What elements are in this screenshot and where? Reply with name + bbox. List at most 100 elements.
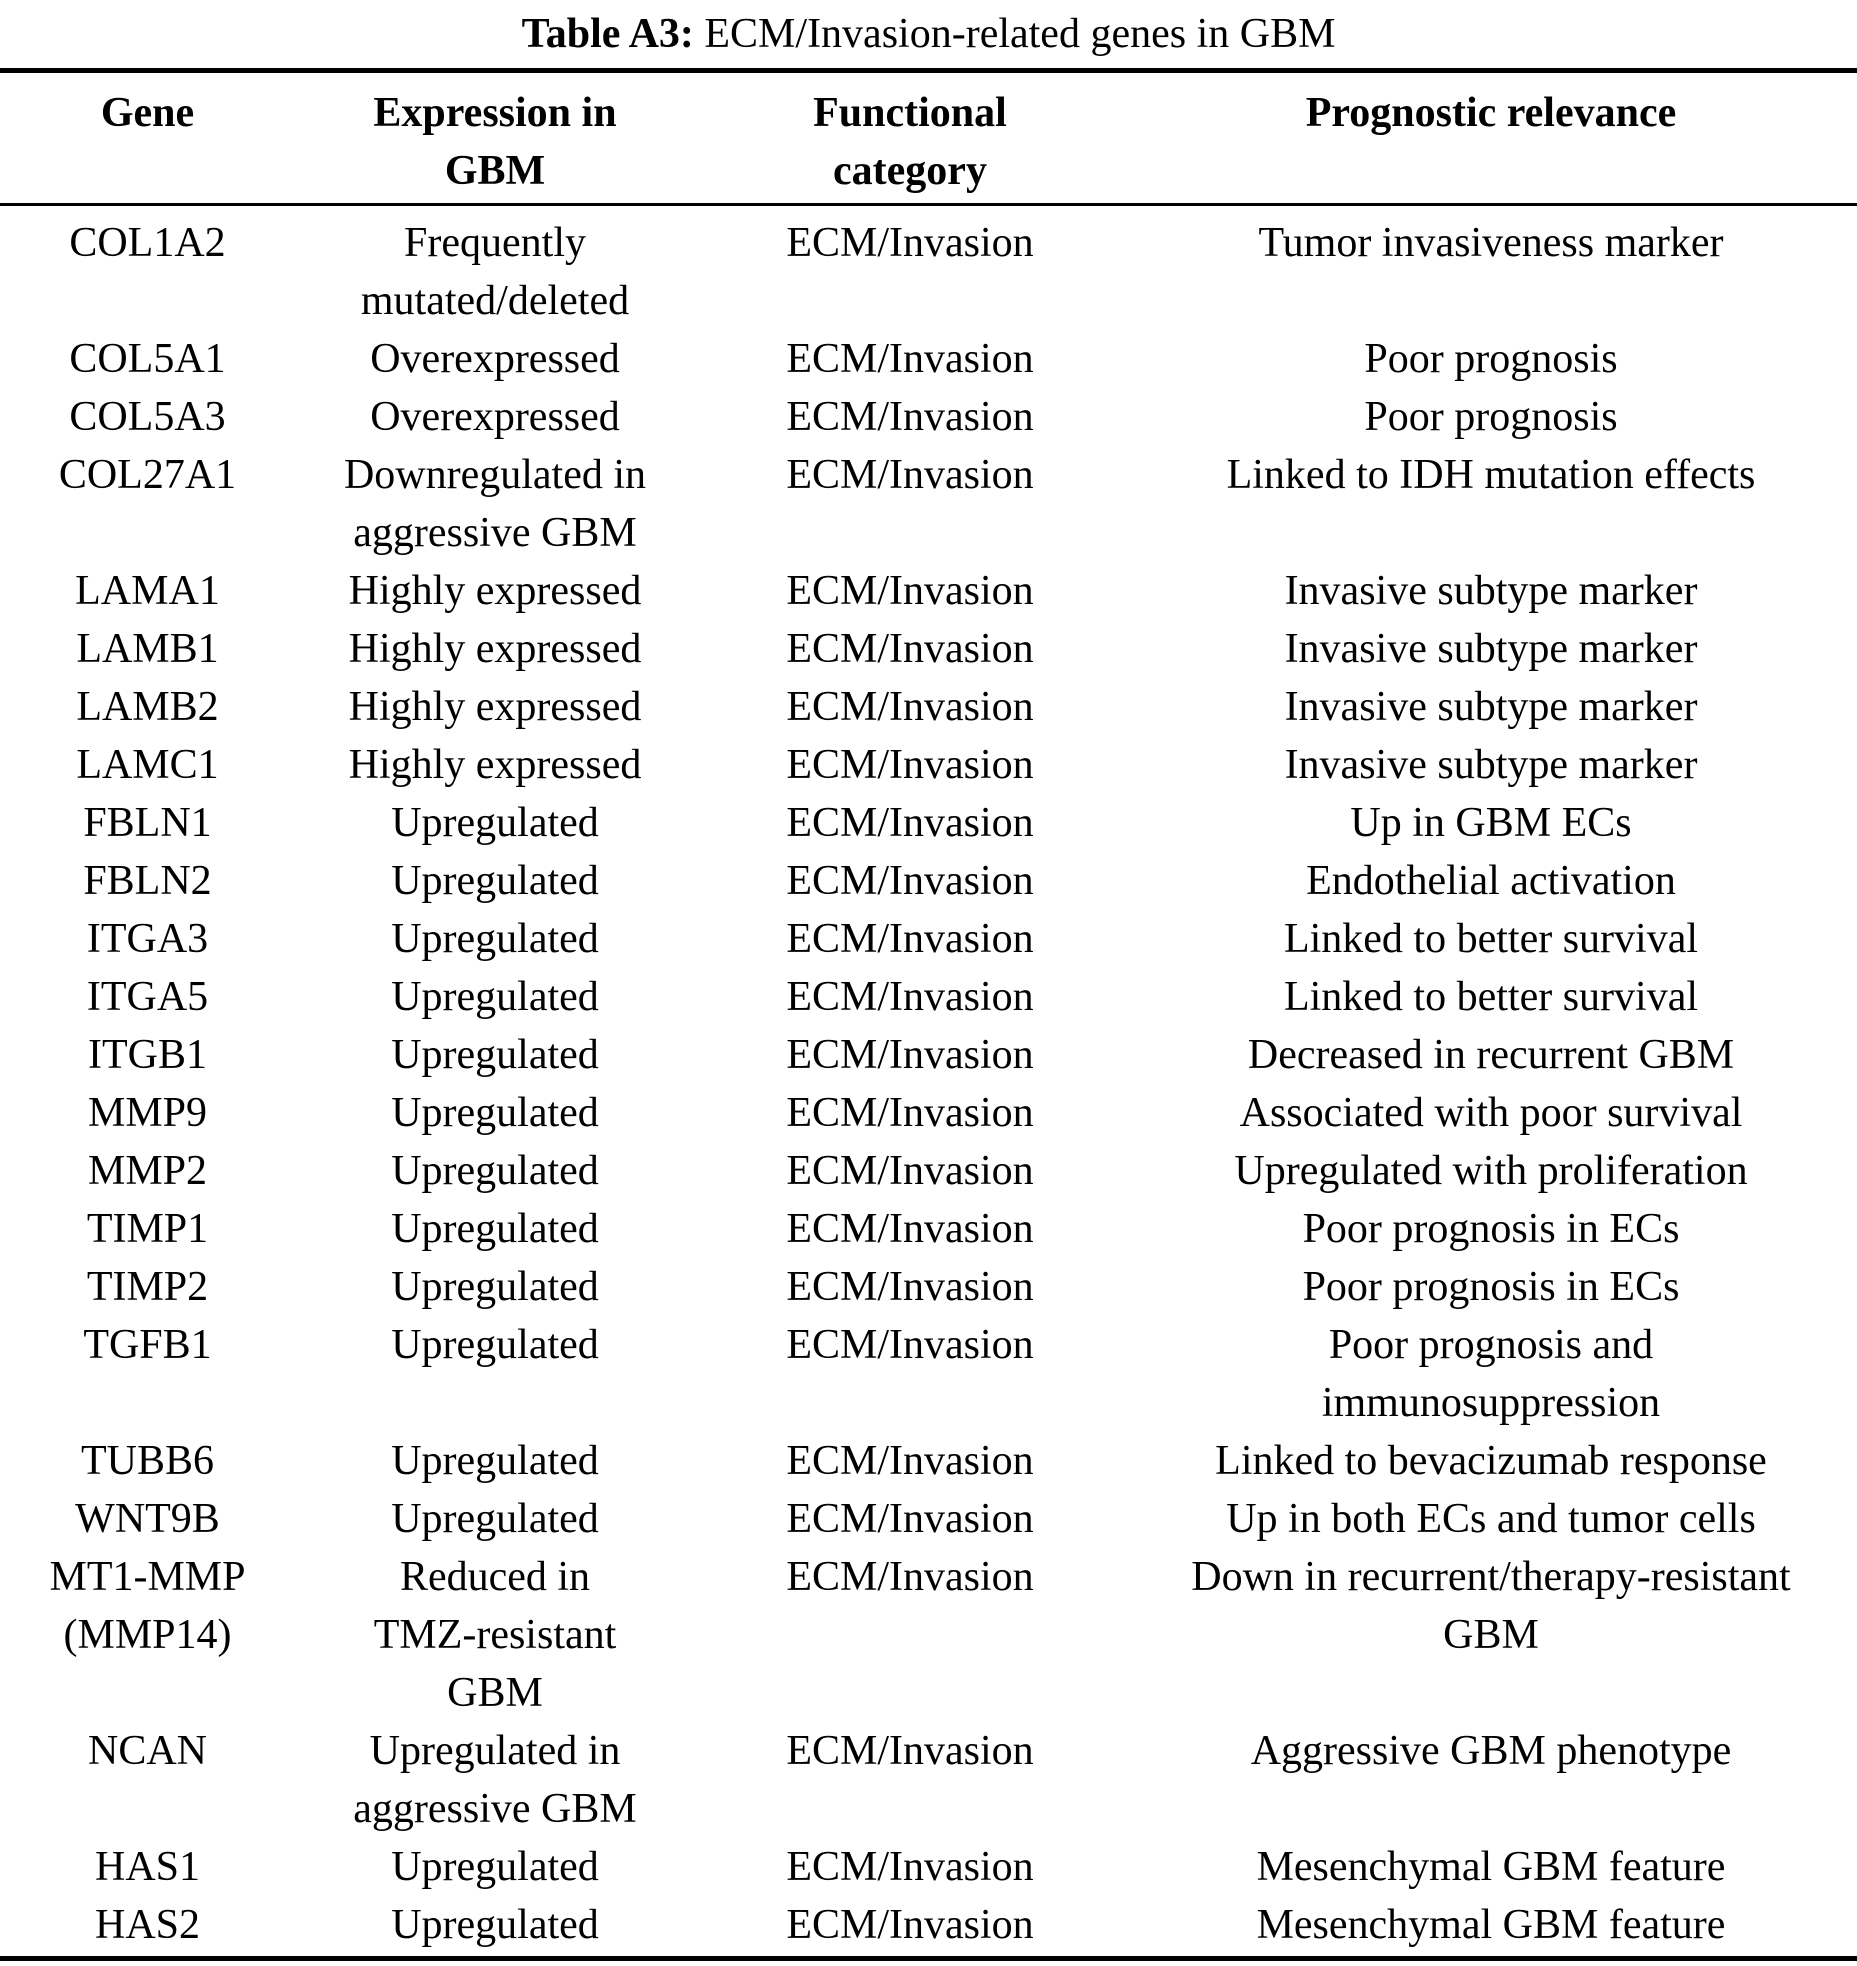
table-row: HAS1 Upregulated ECM/Invasion Mesenchyma… [0,1838,1857,1896]
column-header-functional-category: Functional category [695,68,1125,206]
prognosis-cell: Aggressive GBM phenotype [1250,1728,1732,1774]
gene-cell: NCAN [87,1728,207,1774]
genes-table: Gene Expression in GBM Functional catego… [0,68,1857,1961]
table-caption-label: Table A3: [521,11,694,57]
expression-cell: Upregulated [391,1844,599,1890]
table-row: COL1A2 Frequently mutated/deleted ECM/In… [0,205,1857,331]
prognosis-cell: Upregulated with proliferation [1234,1148,1748,1194]
expression-cell: Overexpressed [370,336,620,382]
category-cell: ECM/Invasion [786,742,1034,788]
expression-cell: Highly expressed [348,684,642,730]
prognosis-cell: Linked to better survival [1283,916,1699,962]
category-cell: ECM/Invasion [786,1264,1034,1310]
category-cell: ECM/Invasion [786,800,1034,846]
prognosis-cell: Linked to bevacizumab response [1215,1438,1767,1484]
header-row: Gene Expression in GBM Functional catego… [0,68,1857,206]
gene-cell: TUBB6 [80,1438,214,1484]
expression-cell: Highly expressed [348,742,642,788]
table-row: COL5A3 Overexpressed ECM/Invasion Poor p… [0,388,1857,446]
category-cell: ECM/Invasion [786,916,1034,962]
expression-cell: Upregulated [295,1896,695,1961]
table-row: LAMA1 Highly expressed ECM/Invasion Inva… [0,562,1857,620]
category-cell: ECM/Invasion [786,1844,1034,1890]
expression-cell: Upregulated [391,1438,599,1484]
prognosis-cell: Up in both ECs and tumor cells [1226,1496,1756,1542]
category-cell: ECM/Invasion [786,626,1034,672]
gene-cell: COL5A3 [69,394,226,440]
category-cell: ECM/Invasion [786,1554,1034,1600]
expression-cell: Upregulated [391,1032,599,1078]
prognosis-cell: Poor prognosis in ECs [1302,1206,1680,1252]
category-cell: ECM/Invasion [786,568,1034,614]
gene-cell: TGFB1 [83,1322,212,1368]
table-row: FBLN2 Upregulated ECM/Invasion Endotheli… [0,852,1857,910]
prognosis-cell: Invasive subtype marker [1284,742,1698,788]
category-cell: ECM/Invasion [786,452,1034,498]
gene-cell: MT1-MMP (MMP14) [49,1554,246,1658]
table-row: COL5A1 Overexpressed ECM/Invasion Poor p… [0,330,1857,388]
prognosis-cell: Poor prognosis and immunosuppression [1321,1322,1661,1426]
table-row: HAS2 Upregulated ECM/Invasion Mesenchyma… [0,1896,1857,1961]
gene-cell: ITGA5 [86,974,209,1020]
expression-cell: Frequently mutated/deleted [360,220,630,324]
gene-cell: TIMP1 [86,1206,209,1252]
table-row: MMP9 Upregulated ECM/Invasion Associated… [0,1084,1857,1142]
table-row: ITGA3 Upregulated ECM/Invasion Linked to… [0,910,1857,968]
gene-cell: FBLN1 [83,800,212,846]
gene-cell: COL1A2 [69,220,226,266]
table-row: ITGB1 Upregulated ECM/Invasion Decreased… [0,1026,1857,1084]
prognosis-cell: Decreased in recurrent GBM [1247,1032,1735,1078]
expression-cell: Upregulated [391,1322,599,1368]
table-row: LAMC1 Highly expressed ECM/Invasion Inva… [0,736,1857,794]
expression-cell: Upregulated in aggressive GBM [353,1728,637,1832]
gene-cell: ITGA3 [86,916,209,962]
category-cell: ECM/Invasion [786,1438,1034,1484]
table-row: TIMP2 Upregulated ECM/Invasion Poor prog… [0,1258,1857,1316]
table-row: LAMB1 Highly expressed ECM/Invasion Inva… [0,620,1857,678]
prognosis-cell: Invasive subtype marker [1284,684,1698,730]
category-cell: ECM/Invasion [786,1206,1034,1252]
prognosis-cell: Poor prognosis in ECs [1302,1264,1680,1310]
expression-cell: Upregulated [391,858,599,904]
prognosis-cell: Linked to IDH mutation effects [1226,452,1756,498]
gene-cell: WNT9B [75,1496,220,1542]
gene-cell: LAMB2 [76,684,219,730]
expression-cell: Downregulated in aggressive GBM [343,452,647,556]
column-header-gene: Gene [0,68,295,206]
category-cell: ECM/Invasion [786,394,1034,440]
table-row: COL27A1 Downregulated in aggressive GBM … [0,446,1857,562]
prognosis-cell: Endothelial activation [1306,858,1676,904]
expression-cell: Upregulated [391,916,599,962]
expression-cell: Upregulated [391,974,599,1020]
gene-cell: TIMP2 [86,1264,209,1310]
prognosis-cell: Down in recurrent/therapy-resistant GBM [1191,1554,1791,1658]
table-header: Gene Expression in GBM Functional catego… [0,68,1857,206]
column-header-prognostic-relevance: Prognostic relevance [1125,68,1857,206]
gene-cell: HAS2 [0,1896,295,1961]
gene-cell: FBLN2 [83,858,212,904]
expression-cell: Highly expressed [348,568,642,614]
gene-cell: ITGB1 [88,1032,207,1078]
gene-cell: MMP9 [87,1090,208,1136]
gene-cell: HAS1 [94,1844,201,1890]
table-row: TUBB6 Upregulated ECM/Invasion Linked to… [0,1432,1857,1490]
prognosis-cell: Tumor invasiveness marker [1258,220,1724,266]
expression-cell: Upregulated [391,1148,599,1194]
expression-cell: Upregulated [391,1090,599,1136]
expression-cell: Overexpressed [370,394,620,440]
prognosis-cell: Associated with poor survival [1239,1090,1743,1136]
category-cell: ECM/Invasion [786,684,1034,730]
prognosis-cell: Invasive subtype marker [1284,626,1698,672]
prognosis-cell: Invasive subtype marker [1284,568,1698,614]
prognosis-cell: Poor prognosis [1364,394,1618,440]
prognosis-cell: Mesenchymal GBM feature [1256,1844,1726,1890]
table-row: TGFB1 Upregulated ECM/Invasion Poor prog… [0,1316,1857,1432]
table-caption: Table A3: ECM/Invasion-related genes in … [0,0,1857,68]
expression-cell: Upregulated [391,1206,599,1252]
gene-cell: LAMB1 [76,626,219,672]
category-cell: ECM/Invasion [786,220,1034,266]
category-cell: ECM/Invasion [786,336,1034,382]
category-cell: ECM/Invasion [786,974,1034,1020]
gene-cell: LAMA1 [75,568,220,614]
